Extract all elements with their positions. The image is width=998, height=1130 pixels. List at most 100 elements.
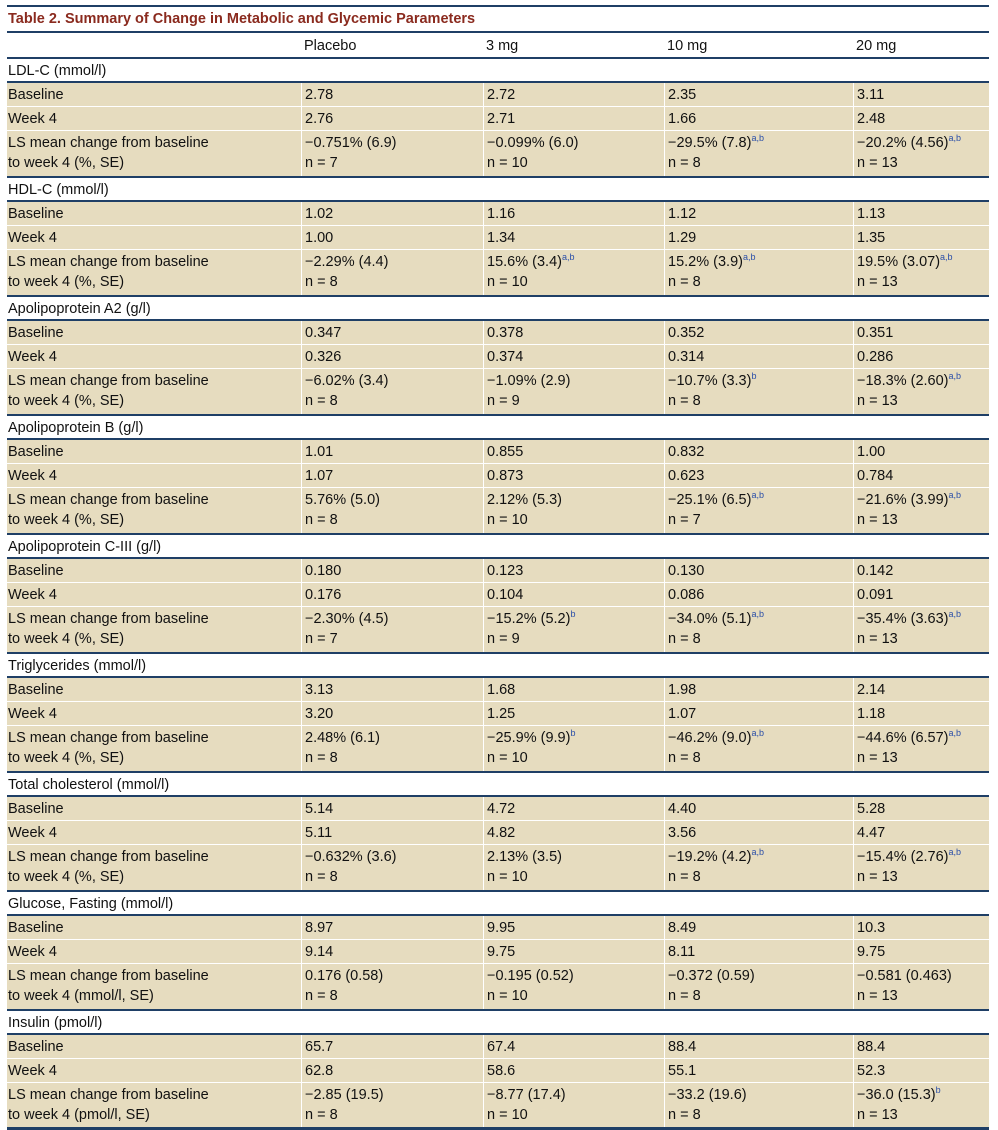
table-cell: 2.72 <box>483 83 664 106</box>
table-row: Week 4 0.326 0.374 0.314 0.286 <box>7 345 989 369</box>
ls-cell: 15.6% (3.4)a,b n = 10 <box>483 250 664 295</box>
section-label: LDL-C (mmol/l) <box>8 63 107 79</box>
ls-label-line1: LS mean change from baseline <box>8 492 209 508</box>
ls-value-line: −21.6% (3.99)a,b <box>857 490 989 510</box>
ls-value-line: −0.099% (6.0) <box>487 133 664 153</box>
table-cell: 0.142 <box>853 559 989 582</box>
ls-cell: −33.2 (19.6) n = 8 <box>664 1083 853 1127</box>
table-row: Baseline 0.347 0.378 0.352 0.351 <box>7 321 989 345</box>
ls-row-label: LS mean change from baseline to week 4 (%… <box>7 369 301 414</box>
ls-n: n = 10 <box>487 512 528 528</box>
ls-n: n = 10 <box>487 1107 528 1123</box>
ls-cell: 0.176 (0.58) n = 8 <box>301 964 483 1009</box>
significance-superscript: a,b <box>751 728 764 738</box>
row-label: Baseline <box>8 1039 64 1055</box>
ls-value: 15.2% (3.9) <box>668 254 743 270</box>
section-label: HDL-C (mmol/l) <box>8 182 109 198</box>
significance-superscript: b <box>751 371 757 381</box>
table-row: Week 4 0.176 0.104 0.086 0.091 <box>7 583 989 607</box>
ls-value-line: −0.751% (6.9) <box>305 133 483 153</box>
table-cell: 0.326 <box>301 345 483 368</box>
table-cell: 1.66 <box>664 107 853 130</box>
ls-n: n = 7 <box>305 631 338 647</box>
row-label: Baseline <box>8 801 64 817</box>
ls-row-label: LS mean change from baseline to week 4 (%… <box>7 845 301 890</box>
table-cell: 0.873 <box>483 464 664 487</box>
significance-superscript: a,b <box>948 133 962 143</box>
table-row: Week 4 1.07 0.873 0.623 0.784 <box>7 464 989 488</box>
table-row: Week 4 2.76 2.71 1.66 2.48 <box>7 107 989 131</box>
ls-n: n = 10 <box>487 274 528 290</box>
ls-value: −44.6% (6.57) <box>857 730 949 746</box>
ls-cell: −44.6% (6.57)a,b n = 13 <box>853 726 989 771</box>
ls-value: −0.372 (0.59) <box>668 968 755 984</box>
ls-value: 2.48% (6.1) <box>305 730 380 746</box>
section-label: Apolipoprotein B (g/l) <box>8 420 144 436</box>
table-cell: 0.351 <box>853 321 989 344</box>
table-title: Table 2. Summary of Change in Metabolic … <box>8 11 476 27</box>
row-label: Baseline <box>8 563 64 579</box>
significance-superscript: a,b <box>561 252 575 262</box>
ls-value: −29.5% (7.8) <box>668 135 752 151</box>
ls-value: −2.85 (19.5) <box>305 1087 384 1103</box>
table-cell: 65.7 <box>301 1035 483 1058</box>
table-cell: 0.086 <box>664 583 853 606</box>
ls-value: 0.176 (0.58) <box>305 968 384 984</box>
section-header-row: Total cholesterol (mmol/l) <box>7 773 989 797</box>
table-cell: 3.20 <box>301 702 483 725</box>
ls-value-line: −1.09% (2.9) <box>487 371 664 391</box>
table-cell: 9.75 <box>853 940 989 963</box>
section-label: Glucose, Fasting (mmol/l) <box>8 896 174 912</box>
row-label: Week 4 <box>8 587 57 603</box>
ls-value-line: −19.2% (4.2)a,b <box>668 847 853 867</box>
table-cell: 0.176 <box>301 583 483 606</box>
row-label: Week 4 <box>8 706 57 722</box>
table-cell: 9.75 <box>483 940 664 963</box>
ls-value-line: −15.4% (2.76)a,b <box>857 847 989 867</box>
ls-cell: −0.195 (0.52) n = 10 <box>483 964 664 1009</box>
table-row: Baseline 0.180 0.123 0.130 0.142 <box>7 559 989 583</box>
ls-cell: −0.099% (6.0) n = 10 <box>483 131 664 176</box>
section-label: Apolipoprotein C-III (g/l) <box>8 539 162 555</box>
ls-cell: 2.13% (3.5) n = 10 <box>483 845 664 890</box>
table-cell: 1.35 <box>853 226 989 249</box>
ls-value: −15.4% (2.76) <box>857 849 949 865</box>
ls-cell: −2.85 (19.5) n = 8 <box>301 1083 483 1127</box>
table-cell: 0.286 <box>853 345 989 368</box>
ls-label-line2: to week 4 (%, SE) <box>8 869 125 885</box>
table-cell: 9.14 <box>301 940 483 963</box>
ls-value-line: −34.0% (5.1)a,b <box>668 609 853 629</box>
section-label: Triglycerides (mmol/l) <box>8 658 147 674</box>
ls-value-line: −46.2% (9.0)a,b <box>668 728 853 748</box>
ls-label-line2: to week 4 (%, SE) <box>8 155 125 171</box>
ls-n: n = 10 <box>487 869 528 885</box>
ls-n: n = 8 <box>668 274 701 290</box>
ls-label-line1: LS mean change from baseline <box>8 1087 209 1103</box>
ls-n: n = 13 <box>857 631 898 647</box>
ls-n: n = 13 <box>857 869 898 885</box>
table-cell: 0.832 <box>664 440 853 463</box>
ls-row-label: LS mean change from baseline to week 4 (%… <box>7 250 301 295</box>
ls-n: n = 9 <box>487 631 520 647</box>
significance-superscript: a,b <box>751 609 764 619</box>
ls-cell: −0.372 (0.59) n = 8 <box>664 964 853 1009</box>
ls-value-line: −15.2% (5.2)b <box>487 609 664 629</box>
ls-row-label: LS mean change from baseline to week 4 (%… <box>7 607 301 652</box>
table-cell: 0.784 <box>853 464 989 487</box>
ls-value: −19.2% (4.2) <box>668 849 752 865</box>
table-row: Baseline 8.97 9.95 8.49 10.3 <box>7 916 989 940</box>
table-row: Baseline 3.13 1.68 1.98 2.14 <box>7 678 989 702</box>
column-header-row: Placebo 3 mg 10 mg 20 mg <box>7 33 989 59</box>
significance-superscript: a,b <box>940 252 953 262</box>
table-cell: 1.68 <box>483 678 664 701</box>
ls-n: n = 8 <box>668 393 701 409</box>
ls-n: n = 8 <box>305 750 338 766</box>
ls-mean-row: LS mean change from baseline to week 4 (%… <box>7 726 989 773</box>
table-row: Baseline 1.02 1.16 1.12 1.13 <box>7 202 989 226</box>
ls-label-line1: LS mean change from baseline <box>8 730 209 746</box>
ls-value-line: −0.195 (0.52) <box>487 966 664 986</box>
column-header-placebo: Placebo <box>304 38 357 54</box>
ls-value: −46.2% (9.0) <box>668 730 752 746</box>
ls-n: n = 8 <box>668 750 701 766</box>
ls-value-line: 19.5% (3.07)a,b <box>857 252 989 272</box>
